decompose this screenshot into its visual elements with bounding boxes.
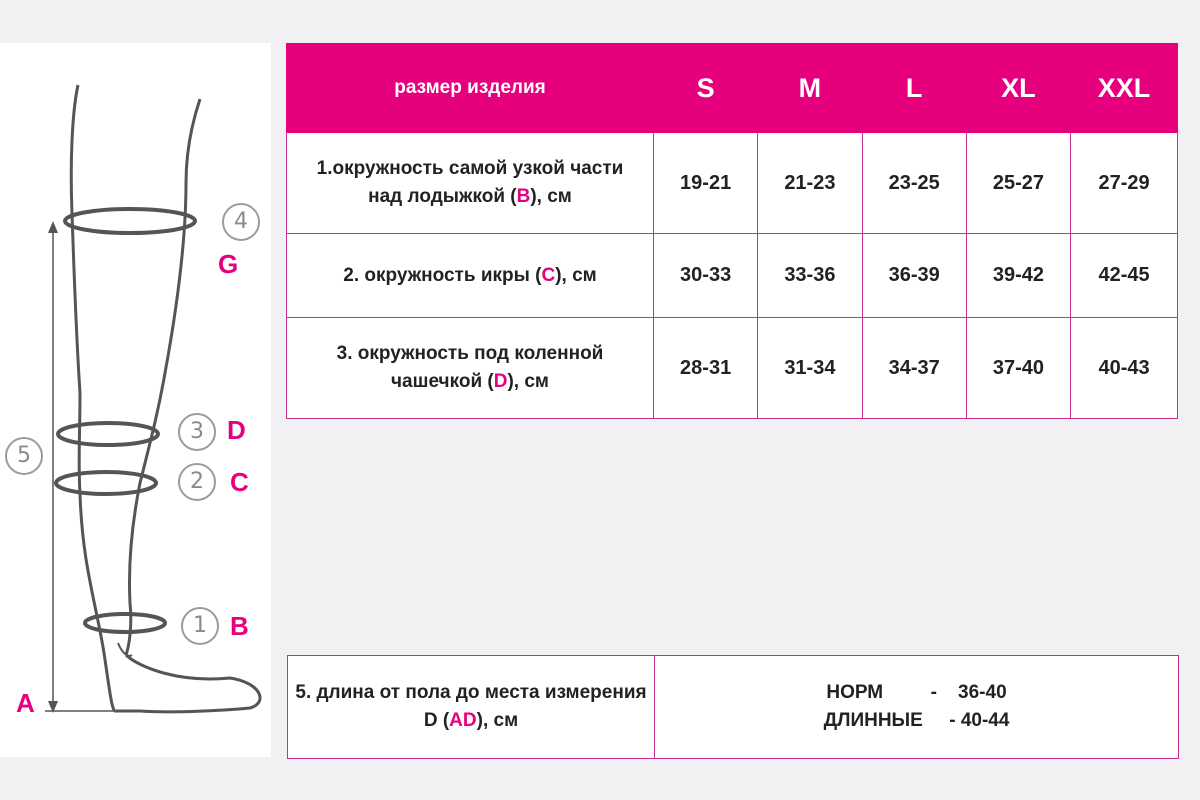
label-b: B [230, 611, 249, 641]
length-values: НОРМ - 36-40 ДЛИННЫЕ - 40-44 [654, 655, 1179, 759]
header-size-l: L [861, 43, 967, 133]
foot-outline [116, 653, 262, 714]
table-cell: 19-21 [652, 132, 759, 234]
table-cell: 23-25 [861, 132, 967, 234]
table-cell: 30-33 [652, 233, 759, 318]
ring-d [56, 421, 160, 447]
circle-number-2: 2 [178, 463, 216, 501]
table-cell: 39-42 [965, 233, 1072, 318]
ring-g [63, 207, 197, 235]
circle-number-4: 4 [222, 203, 260, 241]
leg-outline-back [124, 98, 202, 656]
label-a: A [16, 688, 35, 718]
leg-outline [69, 84, 117, 713]
table-row: 3. окружность под коленной чашечкой (D),… [286, 317, 1178, 419]
row-label-b: 1.окружность самой узкой части над лодыж… [286, 132, 654, 234]
length-long: ДЛИННЫЕ - 40-44 [823, 710, 1010, 731]
table-cell: 31-34 [757, 317, 863, 419]
circle-number-1: 1 [181, 607, 219, 645]
leg-diagram: 4 G 3 D 2 C 5 1 B A [0, 43, 271, 757]
label-c: C [230, 467, 249, 497]
ring-c [54, 470, 158, 496]
row-label-c: 2. окружность икры (C), см [286, 233, 654, 318]
measure-arrow-bottom [48, 701, 58, 713]
ring-b [83, 612, 167, 634]
length-label: 5. длина от пола до места измерения D (A… [287, 655, 655, 759]
header-size-m: M [757, 43, 863, 133]
leg-illustration [45, 84, 262, 714]
table-cell: 28-31 [652, 317, 759, 419]
header-size-xxl: XXL [1070, 43, 1178, 133]
table-cell: 33-36 [757, 233, 863, 318]
header-param: размер изделия [286, 43, 654, 133]
header-size-s: S [652, 43, 759, 133]
table-cell: 21-23 [757, 132, 863, 234]
row-label-d: 3. окружность под коленной чашечкой (D),… [286, 317, 654, 419]
size-header-row: размер изделия S M L XL XXL [286, 43, 1178, 133]
ankle-line [117, 642, 133, 657]
header-size-xl: XL [965, 43, 1072, 133]
table-row: 2. окружность икры (C), см 30-33 33-36 3… [286, 233, 1178, 318]
length-row: 5. длина от пола до места измерения D (A… [287, 655, 1179, 759]
label-d: D [227, 415, 246, 445]
table-cell: 40-43 [1070, 317, 1178, 419]
circle-number-3: 3 [178, 413, 216, 451]
measure-arrow-top [48, 221, 58, 233]
table-cell: 36-39 [861, 233, 967, 318]
circle-number-5: 5 [5, 437, 43, 475]
table-cell: 27-29 [1070, 132, 1178, 234]
table-cell: 42-45 [1070, 233, 1178, 318]
table-cell: 25-27 [965, 132, 1072, 234]
table-cell: 34-37 [861, 317, 967, 419]
length-norm: НОРМ - 36-40 [826, 682, 1007, 703]
table-cell: 37-40 [965, 317, 1072, 419]
label-g: G [218, 249, 239, 279]
table-row: 1.окружность самой узкой части над лодыж… [286, 132, 1178, 234]
length-table: 5. длина от пола до места измерения D (A… [287, 655, 1179, 759]
size-table: размер изделия S M L XL XXL 1.окружность… [286, 43, 1178, 419]
